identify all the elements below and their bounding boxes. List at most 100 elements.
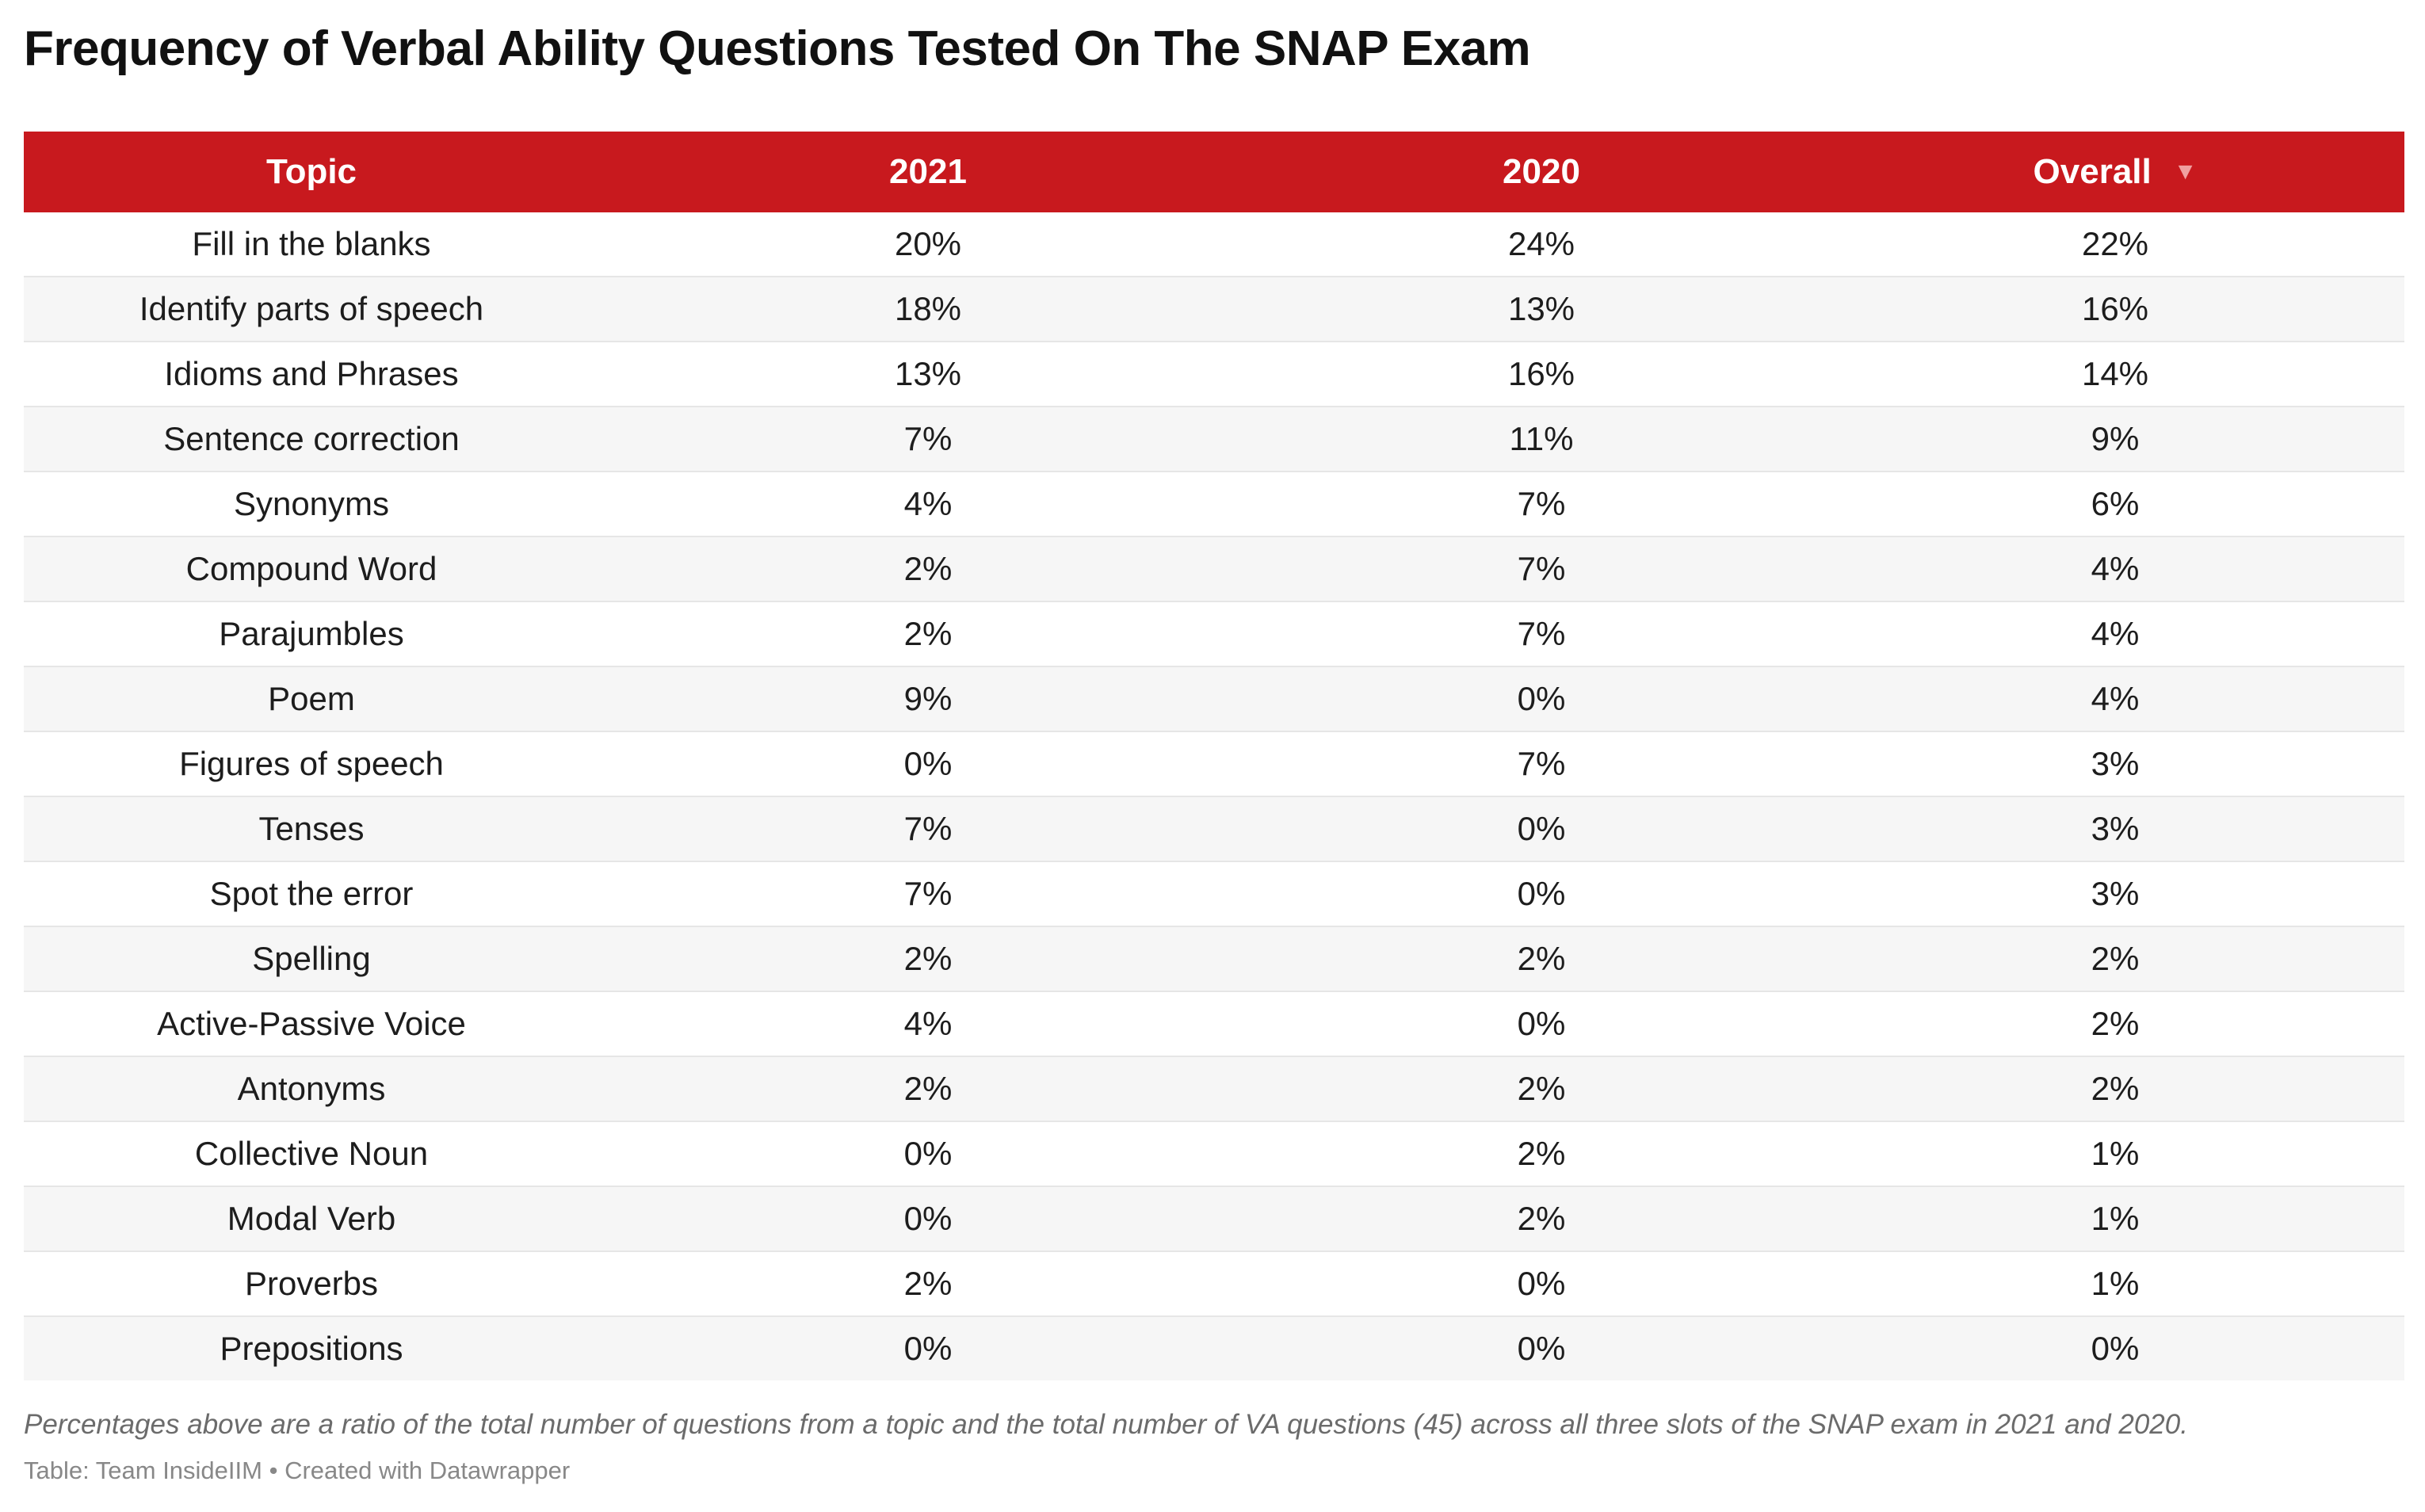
cell-2020: 7% xyxy=(1257,731,1826,797)
cell-topic: Compound Word xyxy=(24,536,599,602)
table-row: Spelling 2% 2% 2% xyxy=(24,926,2404,992)
cell-2020: 0% xyxy=(1257,991,1826,1057)
table-row: Fill in the blanks 20% 24% 22% xyxy=(24,212,2404,277)
cell-2021: 0% xyxy=(599,1316,1257,1380)
column-header-2021[interactable]: 2021 xyxy=(599,132,1257,212)
cell-overall: 3% xyxy=(1826,731,2404,797)
cell-overall: 4% xyxy=(1826,601,2404,667)
cell-topic: Fill in the blanks xyxy=(24,212,599,277)
cell-topic: Prepositions xyxy=(24,1316,599,1380)
cell-2020: 24% xyxy=(1257,212,1826,277)
footer: Table: Team InsideIIM • Created with Dat… xyxy=(24,1457,570,1485)
cell-2021: 18% xyxy=(599,277,1257,342)
cell-2020: 7% xyxy=(1257,601,1826,667)
table-row: Sentence correction 7% 11% 9% xyxy=(24,407,2404,472)
cell-topic: Identify parts of speech xyxy=(24,277,599,342)
cell-topic: Tenses xyxy=(24,796,599,862)
table-row: Figures of speech 0% 7% 3% xyxy=(24,731,2404,797)
cell-2020: 16% xyxy=(1257,342,1826,407)
table-body: Fill in the blanks 20% 24% 22% Identify part… xyxy=(24,212,2404,1380)
column-header-overall[interactable]: Overall ▼ xyxy=(1826,132,2404,212)
cell-2021: 7% xyxy=(599,861,1257,927)
cell-topic: Sentence correction xyxy=(24,407,599,472)
cell-2021: 0% xyxy=(599,731,1257,797)
cell-topic: Figures of speech xyxy=(24,731,599,797)
table-header: Topic 2021 2020 Overall ▼ xyxy=(24,132,2404,212)
column-header-topic[interactable]: Topic xyxy=(24,132,599,212)
cell-2021: 4% xyxy=(599,472,1257,537)
cell-2021: 2% xyxy=(599,601,1257,667)
cell-topic: Synonyms xyxy=(24,472,599,537)
cell-overall: 4% xyxy=(1826,536,2404,602)
cell-topic: Poem xyxy=(24,666,599,732)
cell-overall: 3% xyxy=(1826,861,2404,927)
cell-overall: 1% xyxy=(1826,1121,2404,1187)
column-header-2020[interactable]: 2020 xyxy=(1257,132,1826,212)
cell-2020: 2% xyxy=(1257,1121,1826,1187)
cell-overall: 9% xyxy=(1826,407,2404,472)
separator-dot: • xyxy=(269,1457,278,1484)
cell-overall: 3% xyxy=(1826,796,2404,862)
cell-overall: 2% xyxy=(1826,1056,2404,1122)
cell-topic: Spelling xyxy=(24,926,599,992)
header-row: Topic 2021 2020 Overall ▼ xyxy=(24,132,2404,212)
table-row: Identify parts of speech 18% 13% 16% xyxy=(24,277,2404,342)
cell-2020: 7% xyxy=(1257,472,1826,537)
cell-topic: Idioms and Phrases xyxy=(24,342,599,407)
table-row: Parajumbles 2% 7% 4% xyxy=(24,601,2404,667)
cell-2020: 2% xyxy=(1257,926,1826,992)
cell-overall: 16% xyxy=(1826,277,2404,342)
cell-2020: 0% xyxy=(1257,1251,1826,1317)
cell-2020: 0% xyxy=(1257,666,1826,732)
cell-2020: 11% xyxy=(1257,407,1826,472)
sort-descending-icon: ▼ xyxy=(2173,158,2198,185)
chart-title: Frequency of Verbal Ability Questions Te… xyxy=(24,21,1531,76)
cell-overall: 1% xyxy=(1826,1186,2404,1252)
cell-topic: Spot the error xyxy=(24,861,599,927)
table-row: Synonyms 4% 7% 6% xyxy=(24,472,2404,537)
cell-2021: 7% xyxy=(599,796,1257,862)
cell-2021: 2% xyxy=(599,926,1257,992)
cell-2021: 0% xyxy=(599,1121,1257,1187)
data-table: Topic 2021 2020 Overall ▼ Fill in the bla… xyxy=(24,132,2404,1380)
table-row: Active-Passive Voice 4% 0% 2% xyxy=(24,991,2404,1057)
column-header-label: 2020 xyxy=(1503,152,1580,191)
cell-overall: 1% xyxy=(1826,1251,2404,1317)
cell-2021: 2% xyxy=(599,1251,1257,1317)
table-row: Compound Word 2% 7% 4% xyxy=(24,536,2404,602)
table-row: Spot the error 7% 0% 3% xyxy=(24,861,2404,927)
table-row: Collective Noun 0% 2% 1% xyxy=(24,1121,2404,1187)
cell-2021: 4% xyxy=(599,991,1257,1057)
cell-2021: 0% xyxy=(599,1186,1257,1252)
cell-2021: 2% xyxy=(599,1056,1257,1122)
column-header-label: Overall xyxy=(2033,152,2152,191)
cell-2020: 0% xyxy=(1257,1316,1826,1380)
source-label: Table: Team InsideIIM xyxy=(24,1457,262,1484)
cell-2020: 7% xyxy=(1257,536,1826,602)
table-row: Idioms and Phrases 13% 16% 14% xyxy=(24,342,2404,407)
table-row: Prepositions 0% 0% 0% xyxy=(24,1316,2404,1380)
cell-2021: 2% xyxy=(599,536,1257,602)
cell-overall: 4% xyxy=(1826,666,2404,732)
table-row: Poem 9% 0% 4% xyxy=(24,666,2404,732)
column-header-label: Topic xyxy=(265,152,357,191)
cell-2021: 13% xyxy=(599,342,1257,407)
table-row: Tenses 7% 0% 3% xyxy=(24,796,2404,862)
cell-2020: 2% xyxy=(1257,1056,1826,1122)
cell-2020: 0% xyxy=(1257,796,1826,862)
cell-overall: 2% xyxy=(1826,926,2404,992)
table-notes: Percentages above are a ratio of the tot… xyxy=(24,1409,2188,1440)
cell-topic: Collective Noun xyxy=(24,1121,599,1187)
cell-overall: 2% xyxy=(1826,991,2404,1057)
cell-topic: Proverbs xyxy=(24,1251,599,1317)
cell-topic: Antonyms xyxy=(24,1056,599,1122)
cell-2021: 20% xyxy=(599,212,1257,277)
cell-topic: Parajumbles xyxy=(24,601,599,667)
cell-2020: 2% xyxy=(1257,1186,1826,1252)
cell-overall: 0% xyxy=(1826,1316,2404,1380)
cell-2021: 7% xyxy=(599,407,1257,472)
credit-label: Created with Datawrapper xyxy=(285,1457,571,1484)
cell-2020: 0% xyxy=(1257,861,1826,927)
table-row: Modal Verb 0% 2% 1% xyxy=(24,1186,2404,1252)
column-header-label: 2021 xyxy=(889,152,967,191)
